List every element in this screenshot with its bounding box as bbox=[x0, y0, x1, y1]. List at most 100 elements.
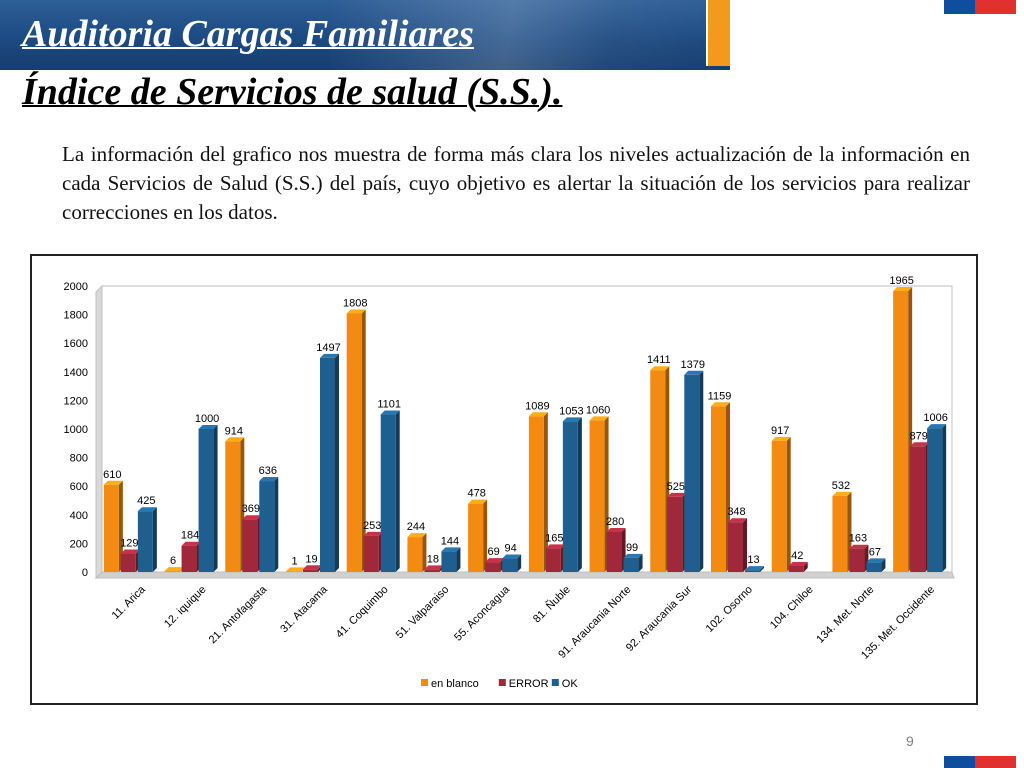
bar-side bbox=[152, 507, 157, 572]
bar bbox=[424, 569, 440, 572]
y-tick-label: 200 bbox=[70, 538, 88, 550]
bar-top bbox=[441, 547, 461, 552]
bar-side bbox=[118, 480, 123, 572]
x-tick-label: 104. Chiloe bbox=[768, 584, 816, 632]
bar bbox=[198, 429, 214, 572]
data-label: 1053 bbox=[559, 405, 583, 417]
y-tick-label: 1800 bbox=[64, 310, 88, 322]
x-tick-label: 12. iquique bbox=[162, 584, 209, 631]
bar bbox=[832, 495, 848, 572]
bar bbox=[485, 562, 501, 572]
bar-side bbox=[543, 412, 548, 572]
x-tick-label: 41. Coquimbo bbox=[334, 584, 391, 641]
bar-side bbox=[422, 533, 427, 572]
data-label: 1 bbox=[291, 555, 297, 567]
bar bbox=[164, 571, 180, 572]
bar-top bbox=[745, 566, 764, 571]
bar-side bbox=[881, 558, 886, 572]
bar bbox=[562, 421, 578, 572]
bar-top bbox=[181, 541, 201, 546]
bar bbox=[468, 503, 484, 572]
data-label: 99 bbox=[626, 542, 638, 554]
data-label: 917 bbox=[771, 425, 789, 437]
y-tick-label: 0 bbox=[82, 567, 88, 579]
data-label: 525 bbox=[667, 481, 685, 493]
data-label: 636 bbox=[259, 465, 277, 477]
bar bbox=[225, 441, 241, 572]
bar-side bbox=[395, 410, 400, 572]
bar bbox=[728, 522, 743, 572]
slide-title: Auditoria Cargas Familiares bbox=[22, 13, 474, 55]
slide-subtitle: Índice de Servicios de salud (S.S.). bbox=[22, 71, 563, 113]
data-label: 1000 bbox=[195, 413, 219, 425]
bar-side bbox=[942, 424, 947, 572]
data-label: 165 bbox=[545, 532, 563, 544]
bar-chart: 0200400600800100012001400160018002000610… bbox=[64, 275, 955, 690]
bar bbox=[650, 370, 666, 572]
data-label: 1497 bbox=[316, 342, 340, 354]
bar bbox=[893, 291, 909, 572]
x-tick-label: 11. Arica bbox=[110, 583, 149, 622]
data-label: 144 bbox=[441, 535, 459, 547]
data-label: 1089 bbox=[525, 400, 549, 412]
data-label: 1379 bbox=[681, 359, 705, 371]
x-tick-label: 134. Met. Norte bbox=[814, 584, 876, 646]
data-label: 1060 bbox=[586, 404, 610, 416]
legend-label: en blanco bbox=[431, 678, 479, 690]
bar-top bbox=[242, 515, 262, 520]
bar-side bbox=[803, 561, 808, 572]
bar-top bbox=[893, 287, 913, 292]
bar bbox=[441, 551, 457, 572]
bar bbox=[363, 535, 379, 572]
data-label: 1808 bbox=[343, 297, 367, 309]
x-tick-label: 21. Antofagasta bbox=[207, 583, 270, 646]
bar-top bbox=[346, 309, 366, 314]
data-label: 1411 bbox=[647, 354, 671, 366]
bar-top bbox=[407, 533, 427, 538]
bar-top bbox=[502, 554, 522, 559]
bar-top bbox=[684, 370, 704, 375]
body-paragraph: La información del grafico nos muestra d… bbox=[62, 142, 970, 224]
data-label: 18 bbox=[427, 553, 439, 565]
data-label: 914 bbox=[225, 425, 243, 437]
bar bbox=[667, 496, 683, 572]
bar-top bbox=[164, 567, 184, 572]
y-tick-label: 800 bbox=[70, 453, 88, 465]
bar-top bbox=[606, 527, 626, 532]
bar bbox=[623, 557, 639, 572]
bar-side bbox=[483, 499, 488, 572]
bar bbox=[528, 416, 544, 572]
bar-top bbox=[849, 544, 869, 549]
bar-top bbox=[545, 544, 565, 549]
bar-top bbox=[468, 499, 488, 504]
y-tick-label: 600 bbox=[70, 481, 88, 493]
bar bbox=[346, 313, 362, 572]
chart-frame: 0 200 400 600 800 1000 1200 1400 1600 1800 2000 610… bbox=[30, 254, 978, 705]
bar bbox=[137, 511, 153, 572]
data-label: 1159 bbox=[708, 390, 732, 402]
bar-side bbox=[577, 417, 582, 572]
bar bbox=[380, 414, 396, 572]
bar-top bbox=[380, 410, 400, 415]
data-label: 184 bbox=[181, 530, 199, 542]
bar-top bbox=[771, 436, 791, 441]
bar bbox=[181, 545, 197, 572]
bar-top bbox=[667, 492, 687, 497]
data-label: 425 bbox=[137, 495, 155, 507]
bar bbox=[711, 406, 726, 572]
data-label: 163 bbox=[849, 533, 867, 545]
bar-side bbox=[760, 566, 764, 572]
bar bbox=[103, 484, 119, 572]
data-label: 13 bbox=[747, 554, 759, 566]
bar bbox=[910, 446, 926, 572]
bar-top bbox=[528, 412, 548, 417]
data-label: 69 bbox=[488, 546, 500, 558]
bar bbox=[545, 548, 561, 572]
bar-top bbox=[137, 507, 157, 512]
data-label: 1006 bbox=[923, 412, 947, 424]
flag-stripe-blue bbox=[944, 0, 975, 14]
bar-top bbox=[866, 558, 886, 563]
bar bbox=[771, 440, 787, 572]
bar bbox=[606, 531, 622, 572]
bar bbox=[242, 519, 258, 572]
